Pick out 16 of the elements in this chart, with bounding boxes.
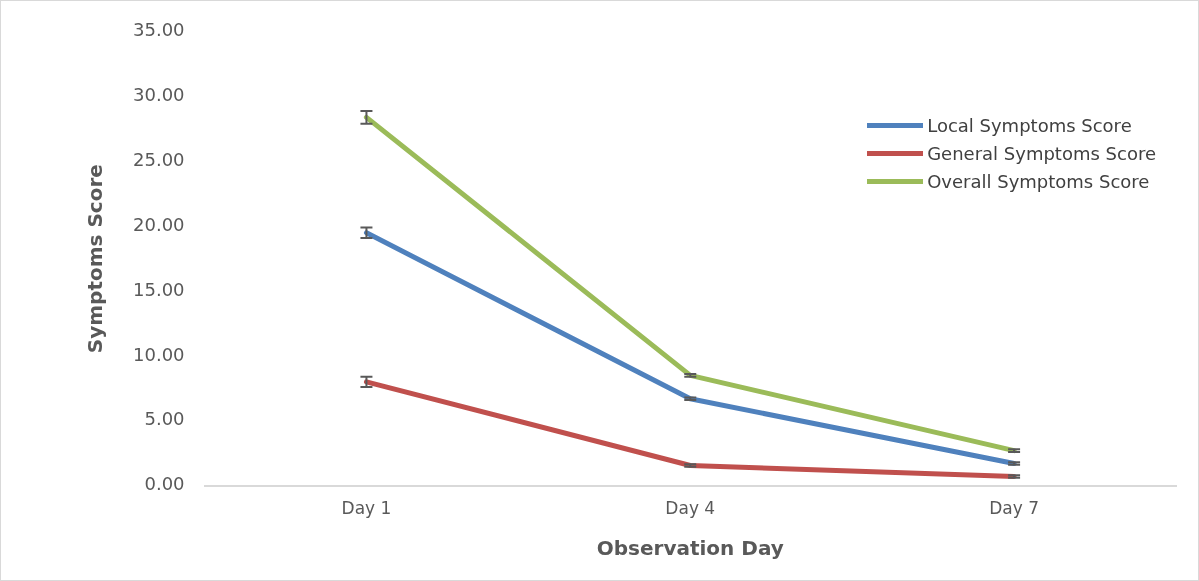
x-tick-label: Day 7 xyxy=(989,498,1039,519)
y-tick-label: 25.00 xyxy=(133,149,185,171)
y-tick-label: 10.00 xyxy=(133,343,185,365)
x-tick-label: Day 4 xyxy=(665,498,716,519)
y-tick-label: 30.00 xyxy=(133,84,185,106)
legend-label: General Symptoms Score xyxy=(927,143,1156,165)
x-tick-label: Day 1 xyxy=(341,498,392,519)
legend-label: Local Symptoms Score xyxy=(927,115,1132,137)
y-tick-label: 0.00 xyxy=(144,473,185,495)
y-axis-title: Symptoms Score xyxy=(83,164,108,354)
y-tick-label: 5.00 xyxy=(144,408,185,430)
y-tick-label: 20.00 xyxy=(133,213,185,235)
y-tick-label: 15.00 xyxy=(133,278,185,300)
x-axis-title: Observation Day xyxy=(596,536,784,561)
legend-label: Overall Symptoms Score xyxy=(927,171,1150,193)
y-tick-label: 35.00 xyxy=(133,19,185,41)
